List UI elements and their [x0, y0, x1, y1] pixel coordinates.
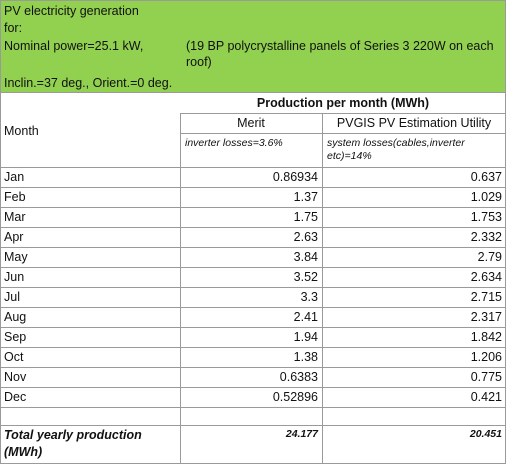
pvgis-cell: 0.775 [470, 370, 502, 384]
pvgis-cell: 0.637 [470, 170, 502, 184]
merit-cell: 0.86934 [272, 170, 318, 184]
rule [322, 113, 323, 464]
orientation: Inclin.=37 deg., Orient.=0 deg. [4, 76, 173, 90]
rule [0, 387, 506, 388]
month-cell: Apr [4, 230, 24, 244]
merit-cell: 3.3 [300, 290, 318, 304]
rule [0, 407, 506, 408]
pvgis-cell: 2.332 [470, 230, 502, 244]
rule [0, 227, 506, 228]
pvgis-cell: 1.753 [470, 210, 502, 224]
total-value: 20.451 [469, 428, 502, 440]
nominal-power: Nominal power=25.1 kW, [4, 39, 144, 53]
rule [0, 463, 506, 464]
pvgis-cell: 2.79 [477, 250, 502, 264]
header-line: PV electricity generation [4, 4, 139, 18]
pvgis-cell: 2.715 [470, 290, 502, 304]
month-cell: Jan [4, 170, 25, 184]
rule [0, 247, 506, 248]
panels-note: (19 BP polycrystalline panels of Series … [186, 39, 494, 69]
rule [505, 0, 506, 464]
merit-cell: 0.6383 [279, 370, 318, 384]
column-note: system losses(cables,inverter etc)=14% [327, 137, 465, 162]
month-cell: May [4, 250, 28, 264]
column-header: Merit [237, 116, 265, 130]
rule [0, 207, 506, 208]
pvgis-cell: 2.317 [470, 310, 502, 324]
rule [0, 167, 506, 168]
rule [180, 113, 506, 114]
merit-cell: 3.84 [293, 250, 318, 264]
merit-cell: 1.38 [293, 350, 318, 364]
month-cell: Jul [4, 290, 20, 304]
header-line: for: [4, 21, 23, 35]
merit-cell: 1.94 [293, 330, 318, 344]
rule [0, 327, 506, 328]
column-note: inverter losses=3.6% [185, 137, 283, 149]
rule [0, 0, 1, 464]
rule [180, 133, 506, 134]
total-label: Total yearly production (MWh) [4, 428, 142, 459]
pvgis-cell: 2.634 [470, 270, 502, 284]
rule [0, 267, 506, 268]
month-cell: Aug [4, 310, 27, 324]
merit-cell: 2.63 [293, 230, 318, 244]
rule [0, 0, 506, 1]
header-band [0, 0, 506, 92]
pvgis-cell: 0.421 [470, 390, 502, 404]
month-cell: Jun [4, 270, 25, 284]
month-cell: Mar [4, 210, 26, 224]
merit-cell: 2.41 [293, 310, 318, 324]
month-cell: Feb [4, 190, 26, 204]
month-cell: Nov [4, 370, 27, 384]
pvgis-cell: 1.029 [470, 190, 502, 204]
rule [0, 92, 506, 93]
merit-cell: 1.37 [293, 190, 318, 204]
merit-cell: 1.75 [293, 210, 318, 224]
month-cell: Sep [4, 330, 27, 344]
merit-cell: 0.52896 [272, 390, 318, 404]
rule [0, 425, 506, 426]
rule [0, 187, 506, 188]
group-header: Production per month (MWh) [256, 96, 430, 110]
rule [0, 347, 506, 348]
column-header: PVGIS PV Estimation Utility [336, 116, 492, 130]
month-cell: Oct [4, 350, 24, 364]
merit-cell: 3.52 [293, 270, 318, 284]
total-value: 24.177 [285, 428, 318, 440]
pvgis-cell: 1.206 [470, 350, 502, 364]
rule [180, 113, 181, 464]
month-header: Month [4, 124, 39, 138]
rule [0, 287, 506, 288]
pvgis-cell: 1.842 [470, 330, 502, 344]
rule [0, 367, 506, 368]
month-cell: Dec [4, 390, 27, 404]
rule [0, 307, 506, 308]
